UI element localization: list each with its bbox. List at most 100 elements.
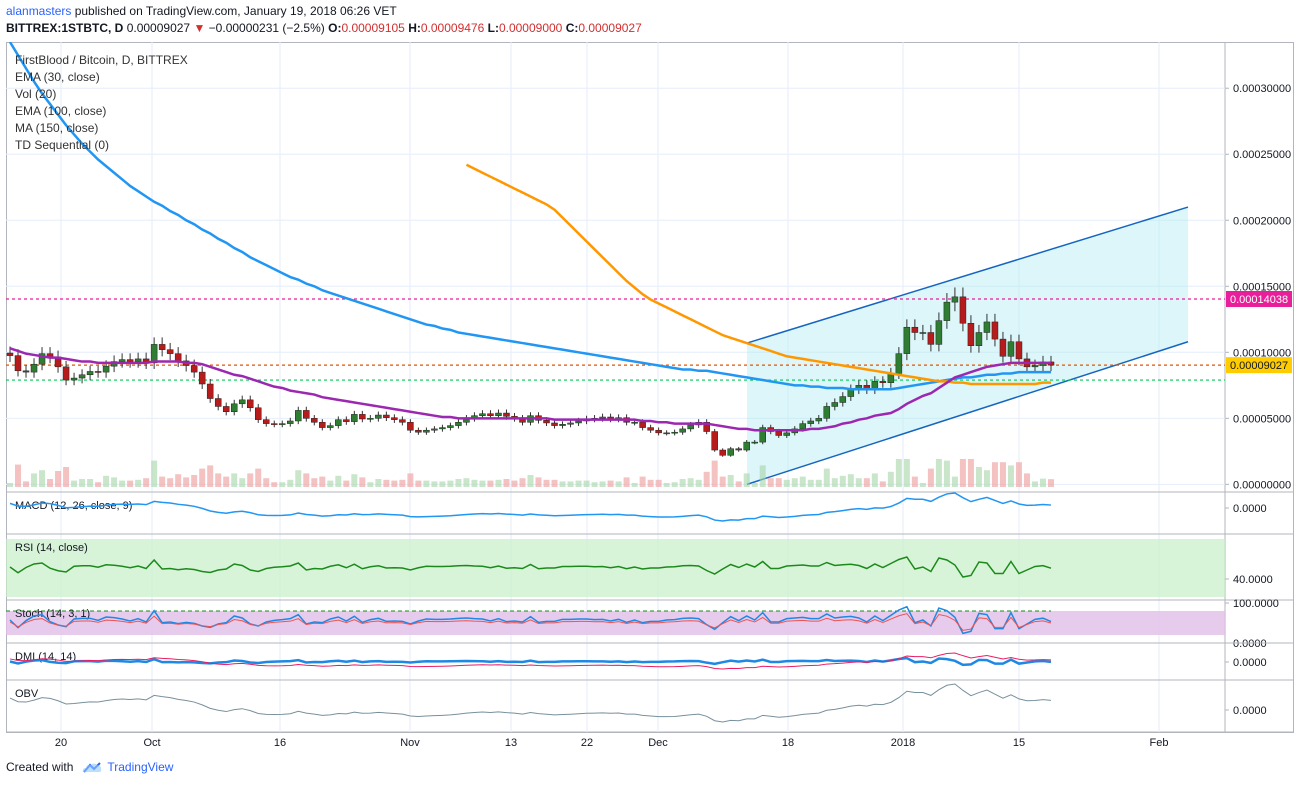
stoch-d-line [9, 613, 1052, 631]
volume-bar [535, 477, 542, 487]
volume-bar [911, 476, 918, 487]
volume-bar [775, 478, 782, 487]
volume-bar [543, 479, 550, 487]
candle-down [655, 429, 662, 434]
open-label: O: [328, 21, 342, 35]
volume-bar [87, 479, 94, 487]
volume-bar [551, 479, 558, 487]
volume-bar [463, 478, 470, 487]
legend-item[interactable]: TD Sequential (0) [15, 138, 110, 152]
volume-bar [335, 475, 342, 487]
candle-up [815, 418, 823, 422]
low-label: L: [487, 21, 499, 35]
level-tag-label: 0.00014038 [1230, 294, 1288, 306]
volume-bar [159, 476, 166, 487]
candle-down [198, 371, 206, 385]
volume-bar [199, 468, 206, 487]
candle-down [222, 406, 230, 412]
candle-down [383, 414, 390, 418]
chart-legend: FirstBlood / Bitcoin, D, BITTREX EMA (30… [15, 52, 188, 154]
volume-bar [871, 473, 878, 487]
candle-down [735, 448, 742, 451]
candle-up [671, 431, 678, 434]
volume-bar [135, 479, 142, 487]
x-tick-label: 2018 [891, 737, 915, 749]
y-tick-label: 0.00005000 [1233, 413, 1291, 425]
volume-bar [519, 478, 526, 487]
price-change: −0.00000231 (−2.5%) [208, 21, 325, 35]
ohlc-line: BITTREX:1STBTC, D 0.00009027 ▼ −0.000002… [6, 21, 642, 35]
volume-bar [471, 479, 478, 487]
candle-down [911, 326, 919, 333]
volume-bar [63, 467, 70, 487]
volume-bar [167, 478, 174, 487]
chart-canvas[interactable]: 20 Oct 16 Nov 13 22 Dec 18 2018 15 Feb 0.00000000 0.… [6, 42, 1294, 754]
legend-item[interactable]: EMA (100, close) [15, 104, 107, 118]
x-tick-label: Nov [400, 737, 420, 749]
y-tick-label: 0.00020000 [1233, 215, 1291, 227]
candle-down [991, 321, 999, 340]
candle-down [711, 431, 718, 451]
legend-item[interactable]: MA (150, close) [15, 121, 99, 135]
candle-up [327, 425, 334, 428]
channel-lower-line [746, 341, 1189, 486]
volume-bar [1039, 478, 1046, 487]
candle-up [943, 301, 951, 321]
volume-bar [567, 481, 574, 487]
volume-bar [727, 475, 734, 487]
volume-bar [951, 476, 958, 487]
close-value: 0.00009027 [578, 21, 642, 35]
legend-item[interactable]: Vol (20) [15, 87, 57, 101]
candle-down [551, 422, 558, 426]
candle-down [639, 422, 646, 428]
volume-bar [575, 480, 582, 487]
volume-bar [183, 477, 190, 487]
author-link[interactable]: alanmasters [6, 4, 72, 18]
volume-bar [407, 473, 414, 487]
volume-bar [15, 464, 22, 487]
candle-down [959, 296, 967, 324]
volume-bar [935, 459, 942, 487]
candle-down [407, 422, 414, 431]
candle-up [1031, 365, 1039, 368]
candle-up [663, 432, 670, 435]
volume-bar [975, 467, 982, 487]
dmi-plus-line [9, 652, 1052, 670]
open-value: 0.00009105 [341, 21, 405, 35]
volume-bar [959, 459, 966, 487]
candle-up [495, 412, 502, 416]
candle-down [254, 407, 262, 420]
volume-bar [191, 475, 198, 487]
volume-bar [1023, 473, 1030, 487]
candle-down [214, 398, 222, 407]
volume-bar [279, 482, 286, 487]
volume-bar [895, 459, 902, 487]
candle-up [295, 410, 302, 422]
candle-up [743, 441, 750, 451]
low-value: 0.00009000 [498, 21, 563, 35]
candle-down [94, 371, 102, 373]
volume-bar [1015, 462, 1022, 487]
candle-up [727, 448, 734, 456]
volume-bar [455, 479, 462, 487]
volume-bar [359, 477, 366, 487]
volume-bar [79, 479, 86, 487]
candle-down [319, 422, 326, 428]
tradingview-brand[interactable]: TradingView [81, 760, 173, 774]
candle-up [567, 422, 574, 425]
volume-bar [143, 478, 150, 487]
volume-bar [855, 478, 862, 487]
volume-bar [767, 478, 774, 487]
candle-up [30, 363, 38, 373]
volume-bar [391, 480, 398, 487]
high-value: 0.00009476 [420, 21, 485, 35]
volume-bar [583, 480, 590, 487]
volume-bar [287, 479, 294, 487]
obv-line [9, 683, 1052, 723]
legend-item[interactable]: EMA (30, close) [15, 70, 100, 84]
volume-bar [711, 460, 718, 487]
volume-bar [1007, 465, 1014, 487]
ema100-line [8, 42, 1051, 391]
ma150-line [465, 163, 1051, 386]
candle-down [503, 412, 510, 417]
